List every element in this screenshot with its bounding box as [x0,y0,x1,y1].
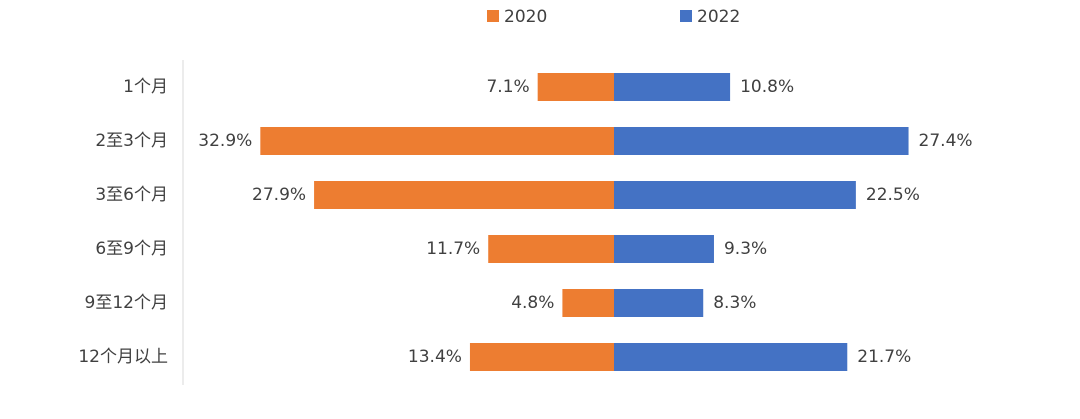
value-label: 27.9% [252,185,306,205]
category-label: 6至9个月 [95,239,168,259]
value-label: 9.3% [724,239,767,259]
value-label: 7.1% [486,77,529,97]
value-label: 22.5% [866,185,920,205]
value-label: 10.8% [740,77,794,97]
value-label: 27.4% [919,131,973,151]
category-label: 2至3个月 [95,131,168,151]
value-label: 4.8% [511,293,554,313]
value-label: 32.9% [198,131,252,151]
category-label: 12个月以上 [78,347,168,367]
legend-label: 2020 [504,7,547,27]
bar [537,73,614,101]
value-label: 8.3% [713,293,756,313]
bar [260,127,614,155]
legend-swatch [680,10,692,22]
bar [614,127,909,155]
bar [614,181,856,209]
bar [488,235,614,263]
value-label: 11.7% [426,239,480,259]
bar [614,235,714,263]
category-label: 9至12个月 [85,293,168,313]
bar [614,289,704,317]
bar [562,289,614,317]
bar [314,181,614,209]
value-label: 21.7% [857,347,911,367]
value-label: 13.4% [408,347,462,367]
category-label: 1个月 [123,77,168,97]
legend-swatch [487,10,499,22]
bar [614,343,848,371]
bar [614,73,731,101]
category-label: 3至6个月 [95,185,168,205]
bar [469,343,614,371]
legend-label: 2022 [697,7,740,27]
